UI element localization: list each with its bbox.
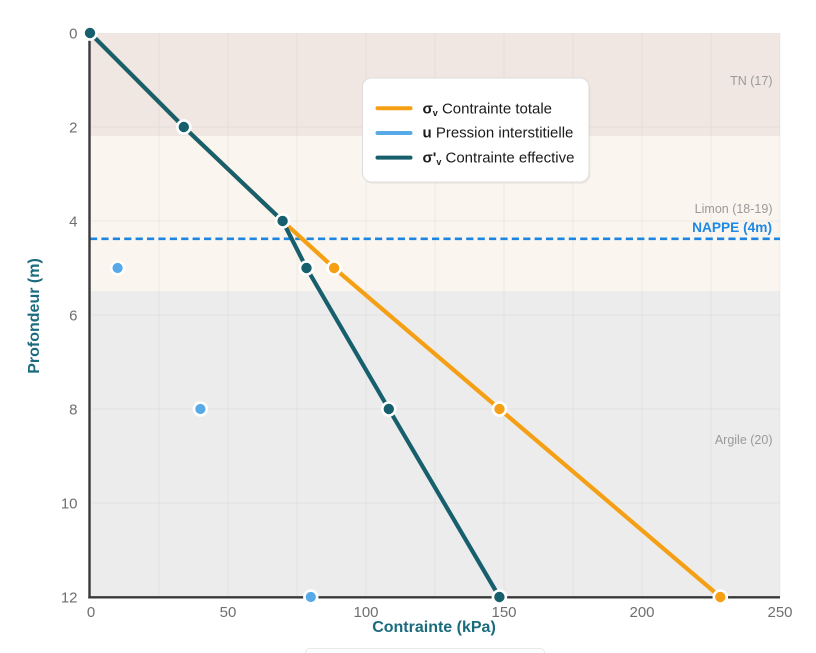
svg-text:u Pression interstitielle: u Pression interstitielle — [423, 125, 574, 142]
svg-text:0: 0 — [69, 26, 77, 43]
svg-text:8: 8 — [69, 402, 77, 419]
svg-text:10: 10 — [61, 496, 78, 513]
svg-text:250: 250 — [767, 604, 792, 621]
svg-text:Argile (20): Argile (20) — [715, 433, 773, 447]
svg-text:σ'v Contrainte effective: σ'v Contrainte effective — [423, 149, 575, 167]
svg-text:0: 0 — [87, 604, 95, 621]
svg-text:100: 100 — [353, 604, 378, 621]
svg-text:50: 50 — [220, 604, 237, 621]
svg-text:σv Contrainte totale: σv Contrainte totale — [423, 100, 553, 118]
svg-text:Limon (18-19): Limon (18-19) — [695, 202, 773, 216]
svg-text:200: 200 — [629, 604, 654, 621]
svg-text:NAPPE (4m): NAPPE (4m) — [692, 220, 772, 235]
svg-text:Contrainte (kPa): Contrainte (kPa) — [372, 619, 496, 636]
svg-text:Profondeur (m): Profondeur (m) — [26, 258, 43, 374]
svg-text:6: 6 — [69, 308, 77, 325]
svg-text:150: 150 — [491, 604, 516, 621]
svg-text:2: 2 — [69, 120, 77, 137]
svg-text:12: 12 — [61, 590, 78, 607]
svg-text:TN (17): TN (17) — [730, 74, 772, 88]
svg-text:4: 4 — [69, 214, 77, 231]
